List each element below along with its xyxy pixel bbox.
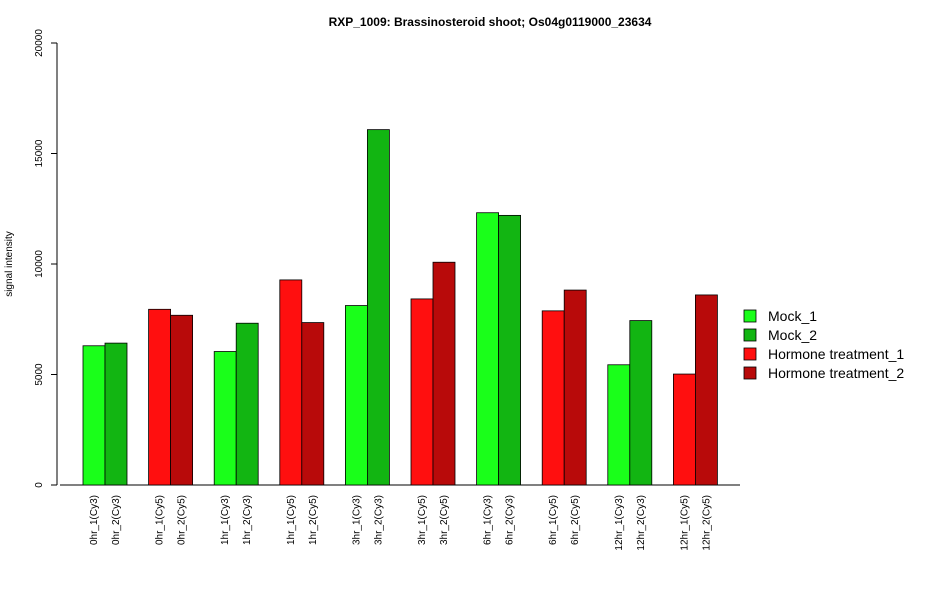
x-tick-label: 6hr_2(Cy3)	[505, 495, 516, 545]
bar	[344, 305, 368, 486]
bar	[213, 351, 237, 486]
bar	[673, 373, 696, 486]
x-tick-label: 12hr_2(Cy5)	[701, 495, 712, 551]
chart-title: RXP_1009: Brassinosteroid shoot; Os04g01…	[329, 15, 652, 29]
y-tick-label: 10000	[34, 250, 45, 278]
x-tick-label: 1hr_2(Cy3)	[242, 495, 253, 545]
x-tick-label: 12hr_1(Cy5)	[679, 495, 690, 551]
bar	[498, 214, 522, 486]
x-tick-label: 0hr_2(Cy3)	[111, 495, 122, 545]
bar	[148, 308, 172, 486]
x-tick-label: 0hr_1(Cy3)	[89, 495, 100, 545]
bar	[235, 322, 259, 486]
x-tick-label: 3hr_1(Cy3)	[351, 495, 362, 545]
y-axis: 0 5000 10000 15000 20000	[34, 29, 58, 488]
bar	[629, 320, 653, 486]
y-tick-label: 0	[34, 482, 45, 488]
legend-swatch	[743, 366, 757, 380]
x-tick-label: 12hr_1(Cy3)	[614, 495, 625, 551]
bar	[563, 289, 587, 486]
bar	[366, 129, 390, 486]
bar	[476, 212, 500, 486]
bar	[104, 342, 128, 486]
bar	[695, 294, 718, 486]
y-tick-label: 20000	[34, 29, 45, 57]
legend-swatch	[743, 309, 757, 323]
bar	[432, 261, 456, 486]
bar	[410, 298, 434, 486]
x-tick-labels: 0hr_1(Cy3) 0hr_2(Cy3) 0hr_1(Cy5) 0hr_2(Cy5)…	[89, 495, 712, 551]
bar	[170, 314, 194, 486]
bars-layer	[82, 129, 718, 486]
y-axis-label: signal intensity	[4, 231, 15, 297]
legend-label: Mock_2	[768, 327, 817, 343]
legend-swatch	[743, 347, 757, 361]
x-tick-label: 6hr_1(Cy3)	[483, 495, 494, 545]
x-tick-label: 12hr_2(Cy3)	[636, 495, 647, 551]
x-tick-label: 3hr_2(Cy3)	[373, 495, 384, 545]
x-tick-label: 6hr_2(Cy5)	[570, 495, 581, 545]
x-tick-label: 3hr_1(Cy5)	[417, 495, 428, 545]
legend-label: Mock_1	[768, 308, 817, 324]
x-tick-label: 0hr_1(Cy5)	[155, 495, 166, 545]
bar	[82, 345, 106, 486]
y-tick-label: 5000	[34, 363, 45, 386]
bar	[279, 279, 303, 486]
legend-label: Hormone treatment_2	[768, 365, 904, 381]
bar	[607, 364, 631, 486]
x-tick-label: 1hr_1(Cy5)	[286, 495, 297, 545]
x-tick-label: 6hr_1(Cy5)	[548, 495, 559, 545]
legend: Mock_1 Mock_2 Hormone treatment_1 Hormone t…	[743, 308, 904, 381]
legend-swatch	[743, 328, 757, 342]
legend-label: Hormone treatment_1	[768, 346, 904, 362]
x-tick-label: 0hr_2(Cy5)	[177, 495, 188, 545]
x-tick-label: 1hr_2(Cy5)	[308, 495, 319, 545]
y-tick-label: 15000	[34, 139, 45, 167]
bar	[541, 310, 565, 486]
bar	[301, 322, 325, 486]
x-tick-label: 1hr_1(Cy3)	[220, 495, 231, 545]
x-tick-label: 3hr_2(Cy5)	[439, 495, 450, 545]
